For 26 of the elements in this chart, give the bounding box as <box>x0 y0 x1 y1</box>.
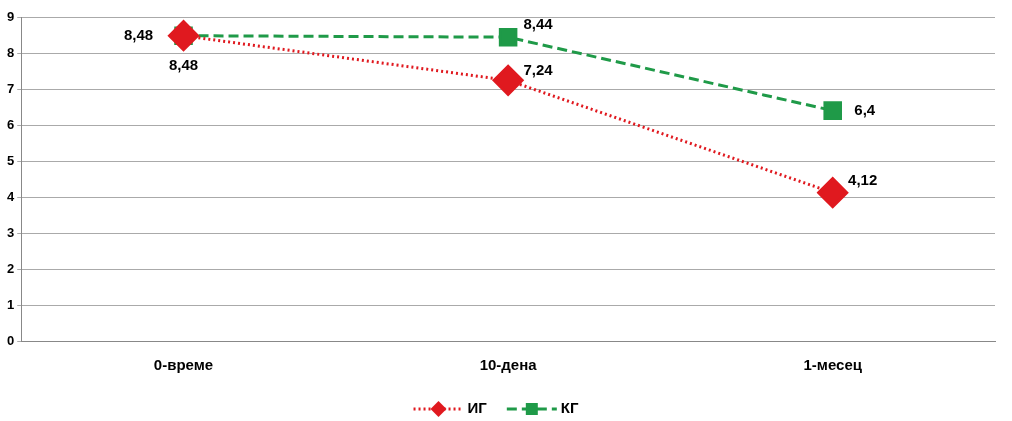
point <box>168 20 200 52</box>
y-tick-label: 1 <box>7 296 15 312</box>
y-tick-label: 3 <box>7 224 15 240</box>
y-tick-label: 4 <box>7 188 15 204</box>
data-label: 8,48 <box>123 25 154 43</box>
data-label: 6,4 <box>854 100 876 118</box>
point <box>823 101 842 120</box>
y-tick-label: 7 <box>7 80 15 96</box>
y-tick-label: 6 <box>7 116 15 132</box>
point <box>817 177 849 209</box>
y-tick-label: 2 <box>7 260 15 276</box>
data-label: 4,12 <box>848 170 878 188</box>
x-tick-label: 10-дена <box>479 356 538 374</box>
legend-label: КГ <box>560 399 579 417</box>
x-tick-label: 0-време <box>153 356 214 374</box>
x-tick-label: 1-месец <box>803 356 863 374</box>
y-tick-label: 8 <box>7 44 15 60</box>
y-tick-label: 0 <box>7 332 15 348</box>
data-label: 8,48 <box>168 55 199 73</box>
data-label: 8,44 <box>523 15 554 33</box>
y-tick-label: 9 <box>7 8 15 24</box>
data-label: 7,24 <box>523 60 554 78</box>
point <box>498 27 518 47</box>
point <box>492 64 524 96</box>
y-tick-label: 5 <box>7 152 15 168</box>
legend-label: ИГ <box>467 399 488 417</box>
